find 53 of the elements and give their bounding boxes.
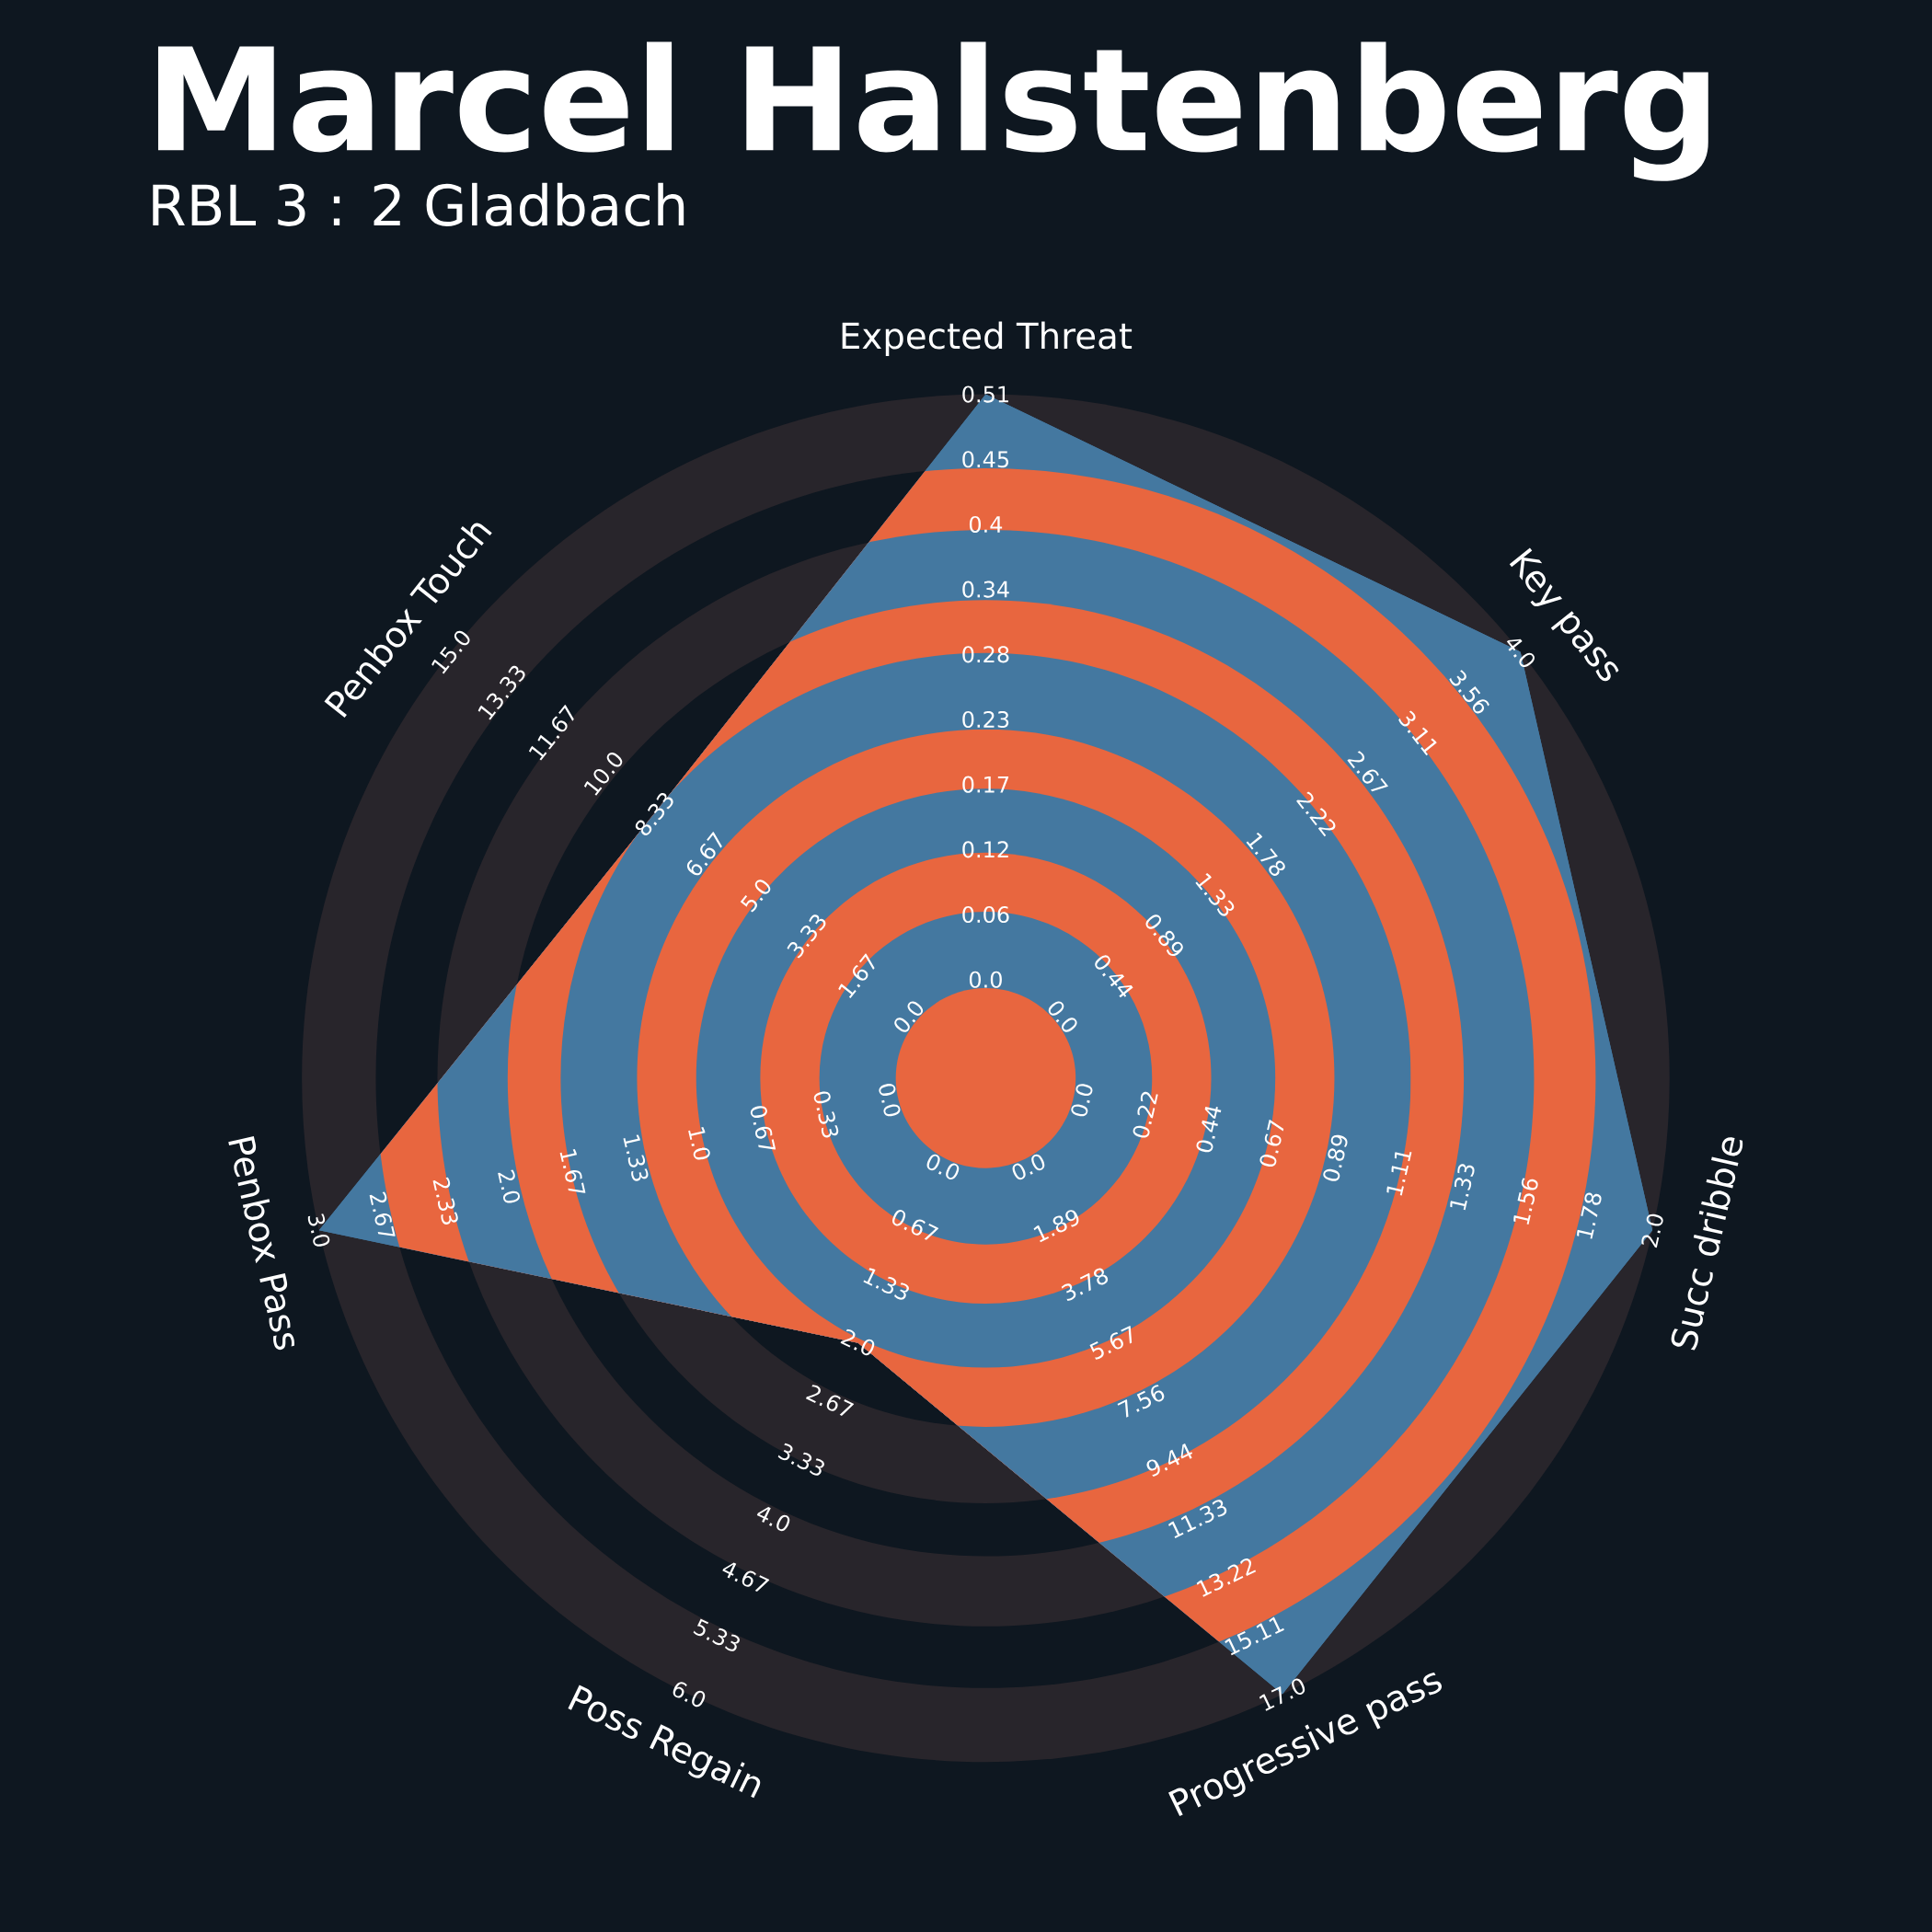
- text: 1.33: [623, 1134, 649, 1181]
- text: 0.33: [813, 1091, 839, 1138]
- text: 1.67: [559, 1149, 586, 1193]
- text: 0.22: [1133, 1091, 1158, 1138]
- text: 1.89: [1033, 1210, 1079, 1243]
- text: 0.44: [1196, 1106, 1222, 1153]
- text: 2.67: [369, 1191, 396, 1236]
- chart-title: Marcel Halstenberg: [157, 41, 1708, 181]
- text: 0.67: [750, 1106, 776, 1150]
- text: 0.0: [1012, 1154, 1045, 1180]
- text: 0.67: [1259, 1119, 1284, 1167]
- text: 0.0: [879, 1084, 901, 1117]
- text: 1.78: [1577, 1192, 1602, 1239]
- text: 3.78: [1061, 1268, 1109, 1301]
- text: 3.33: [777, 1443, 824, 1476]
- text: 0.0: [894, 1001, 924, 1032]
- text: 1.56: [1513, 1178, 1538, 1225]
- text: 1.0: [688, 1127, 710, 1160]
- text: 2.67: [805, 1385, 855, 1416]
- text: 5.33: [693, 1618, 740, 1651]
- text: 5.0: [740, 880, 771, 913]
- text: 2.33: [432, 1177, 458, 1225]
- text: 2.0: [1641, 1213, 1663, 1248]
- text: 4.67: [722, 1562, 770, 1592]
- text: 1.11: [1386, 1152, 1412, 1196]
- text: 7.56: [1117, 1385, 1165, 1418]
- text: 0.0: [1048, 1001, 1077, 1032]
- text: 9.44: [1146, 1443, 1193, 1477]
- text: 5.67: [1089, 1325, 1133, 1360]
- text: 0.89: [1323, 1134, 1348, 1181]
- spoke-label: Succ dribble: [1671, 1137, 1743, 1351]
- text: 0.67: [892, 1210, 939, 1240]
- text: 0.51: [962, 385, 1008, 403]
- text: 0.34: [962, 581, 1009, 598]
- text: 0.0: [1071, 1084, 1093, 1117]
- text: 0.0: [926, 1154, 960, 1180]
- text: 1.33: [863, 1268, 909, 1300]
- spoke-label: Penbox Pass: [228, 1136, 294, 1351]
- chart-subtitle: RBL 3 : 2 Gladbach: [153, 182, 684, 226]
- text: 0.17: [962, 776, 1009, 793]
- text: 6.0: [673, 1682, 706, 1708]
- text: 4.0: [756, 1507, 790, 1532]
- text: 0.0: [969, 971, 1002, 988]
- text: 0.4: [969, 515, 1003, 533]
- text: 1.33: [1450, 1164, 1475, 1211]
- text: 0.23: [962, 710, 1009, 729]
- text: 4.0: [1506, 638, 1535, 668]
- text: 0.45: [962, 451, 1009, 468]
- spoke-label: Expected Threat: [842, 321, 1133, 357]
- text: 17.0: [1259, 1678, 1305, 1711]
- text: 3.0: [307, 1213, 330, 1247]
- text: 2.0: [840, 1328, 875, 1356]
- text: 2.0: [498, 1169, 521, 1203]
